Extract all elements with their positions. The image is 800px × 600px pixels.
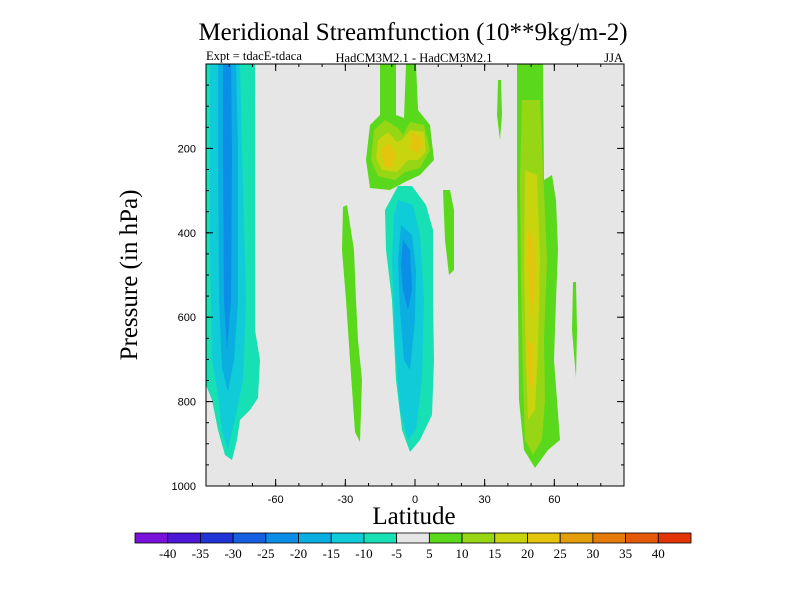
y-axis: 200 400 600 800 1000 <box>172 143 624 493</box>
colorbar-swatch <box>657 532 692 544</box>
colorbar-swatch <box>494 532 528 544</box>
contour-patch-a <box>342 205 362 442</box>
contour-patch-d <box>572 282 577 378</box>
colorbar-label: -40 <box>159 546 176 561</box>
x-tick-label: 60 <box>548 494 560 506</box>
colorbar-label: -5 <box>391 546 402 561</box>
colorbar-swatch <box>559 532 594 544</box>
y-axis-label: Pressure (in hPa) <box>116 190 143 361</box>
colorbar-label: 30 <box>586 546 599 561</box>
colorbar-swatch <box>232 532 267 544</box>
contour-south-n20 <box>223 64 232 350</box>
colorbar-swatch <box>428 532 463 544</box>
colorbar-swatch <box>298 532 332 544</box>
colorbar: -40 -35 -30 -25 -20 -15 -10 -5 5 10 15 20 25 30 35 40 <box>134 532 692 561</box>
colorbar-label: 40 <box>652 546 665 561</box>
x-tick-label: 0 <box>412 494 418 506</box>
colorbar-swatch <box>134 532 169 544</box>
chart-subtitle-center: HadCM3M2.1 - HadCM3M2.1 <box>336 51 493 65</box>
colorbar-label: -20 <box>290 546 307 561</box>
colorbar-swatch <box>330 532 365 544</box>
y-tick-label: 400 <box>178 228 196 240</box>
colorbar-swatch <box>592 532 626 544</box>
colorbar-label: 10 <box>456 546 469 561</box>
colorbar-swatch <box>363 532 398 544</box>
x-axis-label: Latitude <box>372 503 455 530</box>
colorbar-label: -10 <box>355 546 372 561</box>
colorbar-label: -35 <box>192 546 209 561</box>
colorbar-label: 20 <box>521 546 534 561</box>
x-tick-label: 30 <box>479 494 491 506</box>
y-tick-label: 800 <box>178 397 196 409</box>
x-tick-label: -30 <box>337 494 353 506</box>
y-tick-label: 200 <box>178 143 196 155</box>
colorbar-label: 35 <box>619 546 632 561</box>
y-tick-label: 600 <box>178 312 196 324</box>
colorbar-label: -30 <box>224 546 241 561</box>
colorbar-swatch <box>527 532 561 544</box>
x-tick-label: -60 <box>268 494 284 506</box>
contour-patch-c <box>497 80 502 140</box>
colorbar-label: 25 <box>554 546 567 561</box>
colorbar-swatch <box>167 532 201 544</box>
colorbar-swatch <box>396 532 430 544</box>
chart-subtitle-left: Expt = tdacE-tdaca <box>206 49 302 63</box>
contour-fields <box>206 64 577 468</box>
colorbar-swatch <box>625 532 659 544</box>
colorbar-label: -15 <box>323 546 340 561</box>
chart-title: Meridional Streamfunction (10**9kg/m-2) <box>198 19 627 46</box>
colorbar-label: 5 <box>426 546 433 561</box>
contour-patch-b <box>443 190 454 275</box>
x-axis: -60 -30 0 30 60 <box>268 64 560 506</box>
colorbar-swatch <box>265 532 299 544</box>
contour-north-p20 <box>528 230 535 390</box>
contour-eq-n20 <box>401 240 412 310</box>
chart-subtitle-right: JJA <box>604 51 623 65</box>
colorbar-label: -25 <box>257 546 274 561</box>
colorbar-swatch <box>461 532 496 544</box>
y-tick-label: 1000 <box>172 481 196 493</box>
colorbar-swatch <box>200 532 234 544</box>
contour-up-p20 <box>381 133 423 168</box>
colorbar-label: 15 <box>488 546 501 561</box>
